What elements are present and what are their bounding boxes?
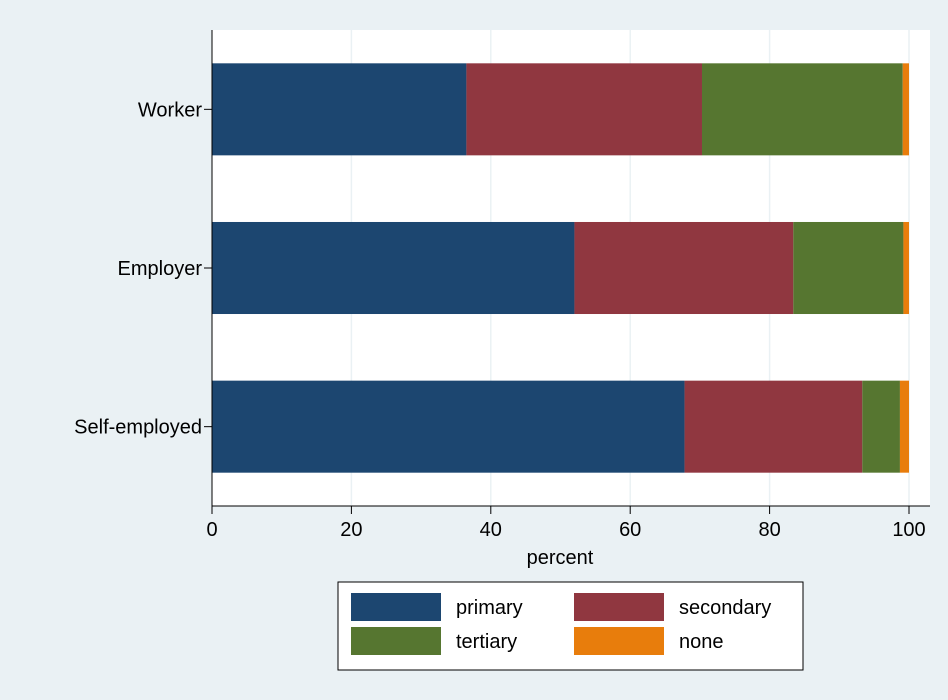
- legend-label-tertiary: tertiary: [456, 631, 517, 653]
- bar-segment-primary: [212, 63, 467, 156]
- legend-swatch-primary: [351, 593, 441, 621]
- legend-swatch-tertiary: [351, 627, 441, 655]
- x-tick-label: 80: [758, 519, 780, 541]
- legend-label-primary: primary: [456, 597, 523, 619]
- x-tick-label: 100: [892, 519, 925, 541]
- legend-items: primary secondary tertiary none: [351, 593, 771, 655]
- bar-segment-tertiary: [862, 380, 900, 473]
- bar-segment-tertiary: [793, 221, 904, 315]
- legend-label-none: none: [679, 631, 724, 653]
- y-category-label: Worker: [138, 99, 202, 121]
- bar-segment-tertiary: [701, 63, 903, 156]
- y-category-label: Self-employed: [74, 417, 202, 439]
- x-ticks: 0 20 40 60 80 100: [206, 506, 926, 541]
- bar-segment-primary: [212, 380, 685, 473]
- bars: [212, 63, 909, 473]
- bar-segment-secondary: [684, 380, 863, 473]
- bar-segment-none: [903, 221, 909, 315]
- bar-segment-none: [902, 63, 909, 156]
- bar-segment-secondary: [466, 63, 702, 156]
- legend-swatch-secondary: [574, 593, 664, 621]
- y-category-labels: Worker Employer Self-employed: [74, 99, 212, 439]
- legend-label-secondary: secondary: [679, 597, 771, 619]
- legend: primary secondary tertiary none: [337, 581, 804, 671]
- legend-swatch-none: [574, 627, 664, 655]
- bar-segment-primary: [212, 221, 575, 315]
- x-tick-label: 40: [480, 519, 502, 541]
- legend-box: [337, 581, 804, 671]
- bar-segment-none: [899, 380, 909, 473]
- bar-segment-secondary: [574, 221, 794, 315]
- x-axis-label: percent: [527, 547, 594, 569]
- x-tick-label: 60: [619, 519, 641, 541]
- x-tick-label: 0: [206, 519, 217, 541]
- x-tick-label: 20: [340, 519, 362, 541]
- y-category-label: Employer: [118, 258, 203, 280]
